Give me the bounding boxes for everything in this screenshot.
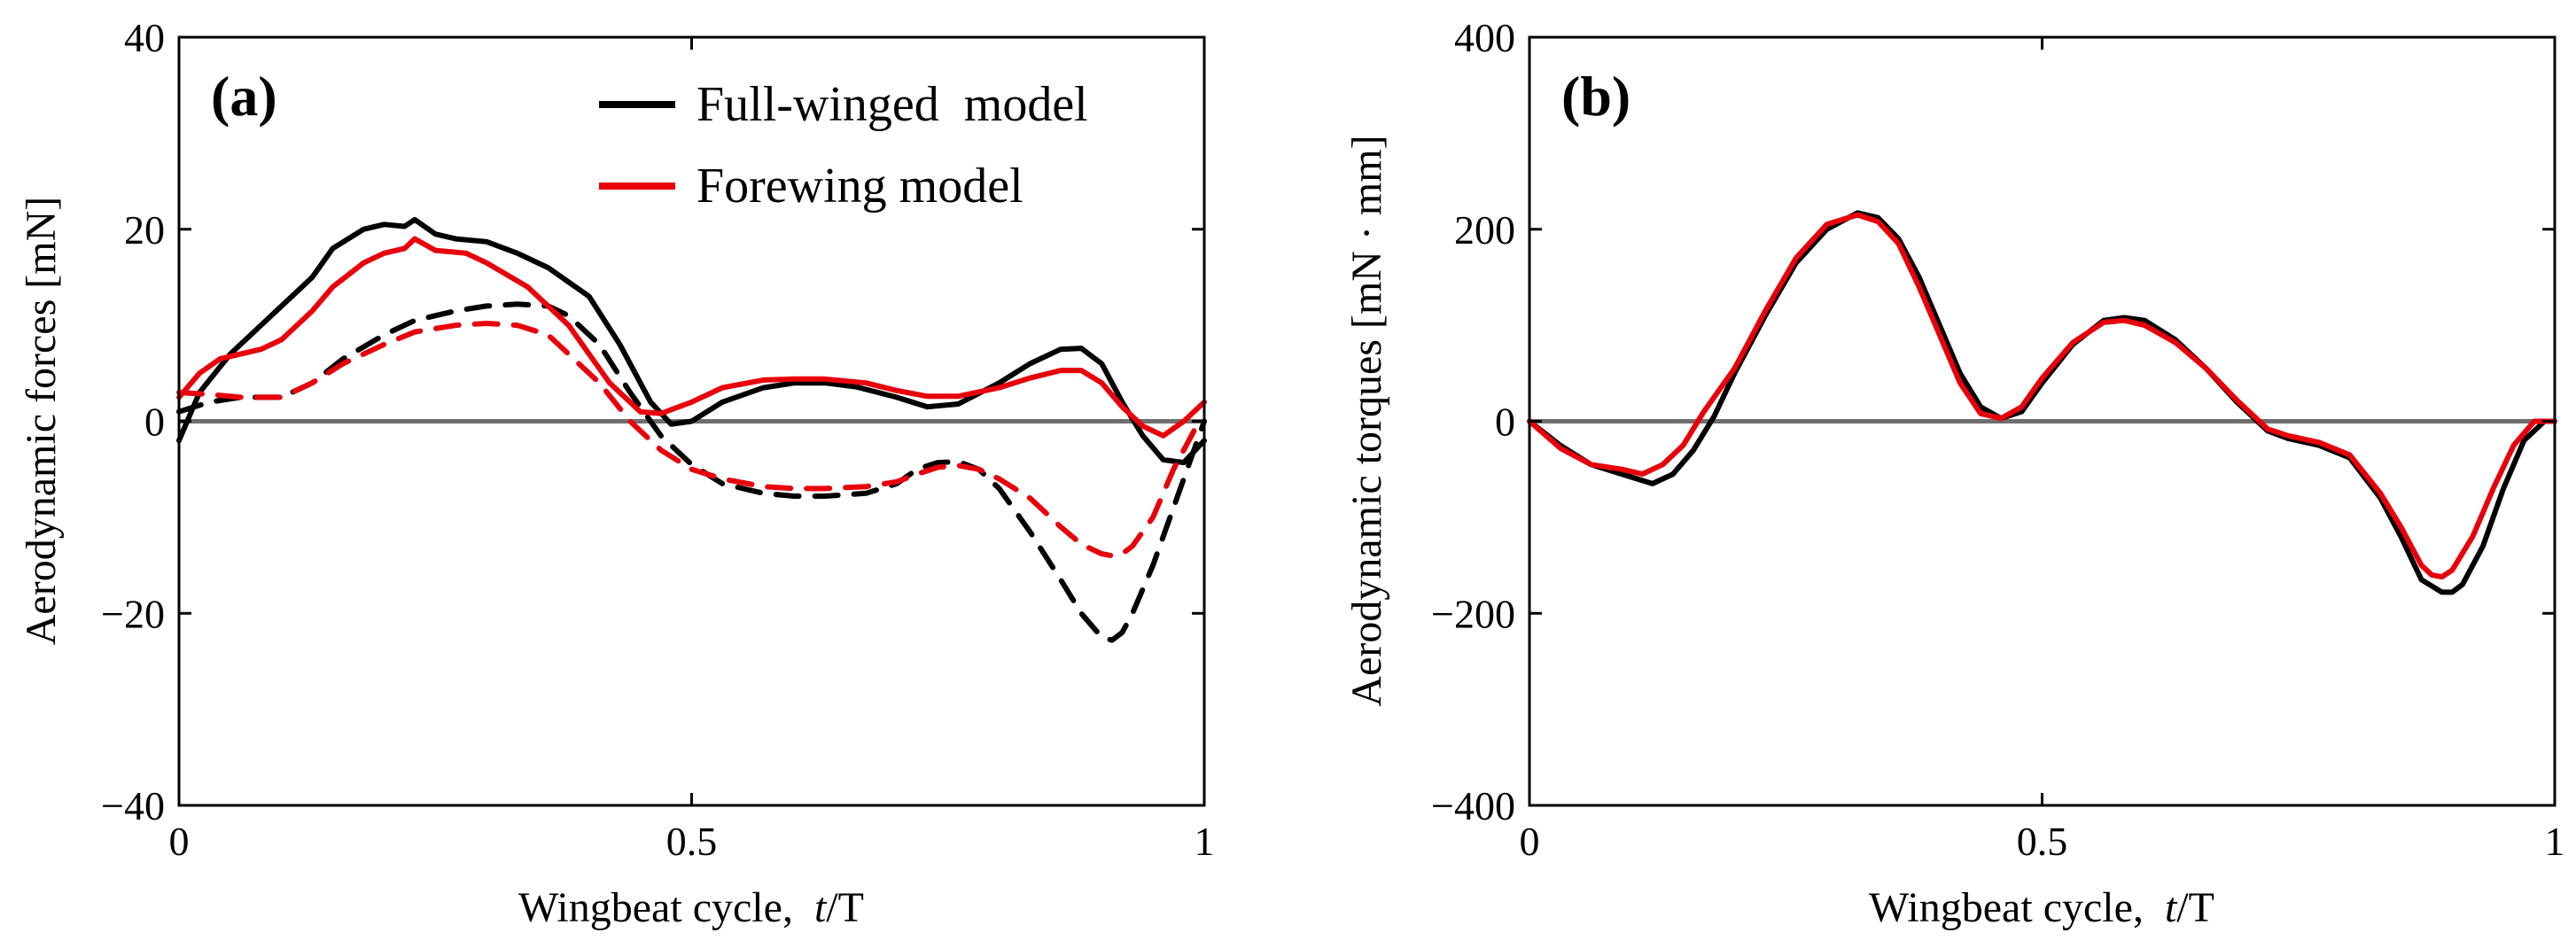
panel-a-ytick-label: 40: [124, 15, 165, 60]
panel-a-xtick-label: 0: [169, 819, 190, 864]
panel-a-xlabel: Wingbeat cycle, t/T: [518, 884, 864, 931]
panel-b-xlabel: Wingbeat cycle, t/T: [1869, 884, 2214, 931]
panel-a-ytick-label: 20: [124, 207, 165, 253]
panel-b-ytick-label: 400: [1454, 15, 1515, 60]
panel-a-xtick-label: 1: [1195, 819, 1215, 864]
panel-b-plot: [1527, 210, 2557, 595]
panel-a-series-0-line: [176, 216, 1207, 466]
panel-b-ytick-label: −200: [1431, 591, 1515, 636]
panel-b-series-0-line: [1527, 210, 2557, 595]
panel-a-legend: Full-winged model Forewing model: [599, 77, 1088, 214]
panel-b-ytick-label: 200: [1454, 207, 1515, 253]
panel-b-xtick-label: 0: [1520, 819, 1540, 864]
panel-a-xtick-label: 0.5: [666, 819, 718, 864]
panel-b-ticks: 0 0.5 1 400 200 0 −200 −400: [1431, 15, 2564, 864]
panel-b-series-1-line: [1527, 212, 2557, 580]
panel-b: 0 0.5 1 400 200 0 −200 −400 (b) Wingbeat cycle,…: [1343, 15, 2565, 931]
panel-a-series-3-line: [176, 321, 1197, 559]
panel-a-ticks: 0 0.5 1 40 20 0 −20 −40: [101, 15, 1214, 864]
legend-label-full-winged: Full-winged model: [697, 77, 1088, 132]
panel-a-series-2-line: [176, 236, 1207, 439]
panel-b-ytick-label: 0: [1495, 400, 1515, 445]
panel-a-ytick-label: −20: [101, 591, 165, 636]
panel-a: 0 0.5 1 40 20 0 −20 −40 (a) Full-winged model F…: [18, 15, 1215, 931]
panel-a-series-1-line: [176, 301, 1207, 643]
panel-a-ytick-label: 0: [144, 400, 165, 445]
panel-b-ytick-label: −400: [1431, 783, 1515, 828]
panel-b-xtick-label: 1: [2545, 819, 2565, 864]
panel-a-ytick-label: −40: [101, 783, 165, 828]
panel-a-plot: [176, 216, 1207, 643]
panel-a-ylabel: Aerodynamic forces [mN]: [18, 197, 65, 645]
panel-a-label: (a): [211, 65, 277, 128]
panel-b-xtick-label: 0.5: [2017, 819, 2068, 864]
legend-label-forewing: Forewing model: [697, 159, 1023, 214]
panel-b-ylabel: Aerodynamic torques [mN · mm]: [1343, 135, 1390, 706]
panel-b-label: (b): [1561, 65, 1630, 128]
